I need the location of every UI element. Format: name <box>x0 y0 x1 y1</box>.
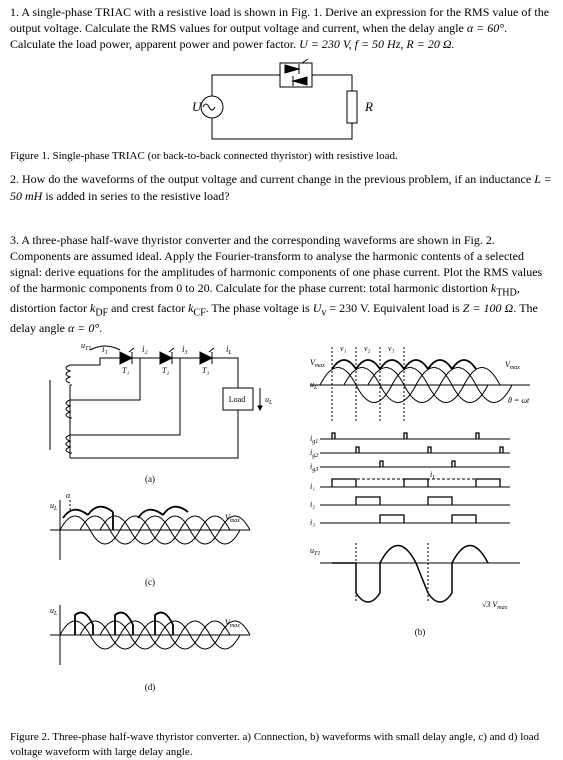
q2-text-a: 2. How do the waveforms of the output vo… <box>10 172 534 186</box>
fig2-label-d: (d) <box>145 682 156 692</box>
fig2-b-v1: v₁ <box>340 344 347 353</box>
fig2-i3: i₃ <box>182 344 188 354</box>
fig2-d-uL: uL <box>50 606 58 617</box>
figure-1-svg: U R <box>152 57 412 147</box>
fig2-c-vmax: Vmax <box>225 513 240 524</box>
fig2-T3: T₃ <box>202 366 209 375</box>
fig2-b-v3: v₃ <box>388 344 395 353</box>
fig2-label-b: (b) <box>415 627 426 637</box>
fig2-i1: i₁ <box>102 344 108 354</box>
fig2-label-a: (a) <box>145 474 155 484</box>
fig2-uL: uL <box>265 395 273 406</box>
fig2-d-vmax: Vmax <box>225 618 240 629</box>
fig2-b-iL: iL <box>430 470 436 481</box>
fig2-b-uT1: uT1 <box>310 546 320 557</box>
fig2-b-theta: θ = ωt <box>508 396 530 405</box>
fig2-c-alpha: α <box>66 491 71 500</box>
q3-Uv-val: = 230 V. Equivalent load is <box>326 301 462 315</box>
fig2-b-vmax2: Vmax <box>505 360 520 371</box>
fig2-iL: iL <box>226 344 233 356</box>
q3-alpha: α = 0° <box>68 321 99 335</box>
fig1-r-label: R <box>364 99 373 114</box>
question-1-text: 1. A single-phase TRIAC with a resistive… <box>10 4 553 53</box>
fig2-b-uL: uL <box>310 380 318 391</box>
fig2-b-v2: v₂ <box>364 344 371 353</box>
figure-2-caption: Figure 2. Three-phase half-wave thyristo… <box>10 730 553 760</box>
fig2-i2: i₂ <box>142 344 148 354</box>
fig2-b-i1: i₁ <box>310 482 315 491</box>
fig2-c-uL: uL <box>50 501 58 512</box>
q1-params: U = 230 V, f = 50 Hz, R = 20 Ω. <box>299 37 454 51</box>
fig2-T1: T₁ <box>122 366 129 375</box>
q3-text-d: . The phase voltage is <box>206 301 313 315</box>
q2-text-b: is added in series to the resistive load… <box>42 189 229 203</box>
fig2-b-ig2: ig2 <box>310 448 318 459</box>
figure-1-caption: Figure 1. Single-phase TRIAC (or back-to… <box>10 149 553 164</box>
fig2-b-sqrt3V: √3 Vmax <box>482 600 508 611</box>
question-2-text: 2. How do the waveforms of the output vo… <box>10 171 553 203</box>
q1-alpha: α = 60° <box>467 21 504 35</box>
fig2-uT1-a: uT1 <box>81 341 91 352</box>
fig1-u-label: U <box>192 99 203 114</box>
fig2-label-c: (c) <box>145 577 155 587</box>
fig2-b-i2: i₂ <box>310 500 315 509</box>
fig2-load-label: Load <box>229 395 245 404</box>
fig2-T2: T₂ <box>162 366 169 375</box>
q3-text-a: 3. A three-phase half-wave thyristor con… <box>10 233 542 296</box>
q3-kCF-sub: CF <box>193 308 205 319</box>
figure-1: U R <box>10 57 553 147</box>
q3-kTHD-sub: THD <box>496 288 517 299</box>
figure-2-svg: Load i₁ i₂ i₃ iL T₁ T₂ T₃ uT1 uL (a) uL <box>10 340 550 730</box>
q3-text-c: and crest factor <box>108 301 188 315</box>
fig2-b-vmax: Vmax <box>310 358 325 369</box>
fig2-b-ig3: ig3 <box>310 462 318 473</box>
q3-kDF-sub: DF <box>95 308 108 319</box>
fig2-b-i3: i₃ <box>310 518 315 527</box>
question-3-text: 3. A three-phase half-wave thyristor con… <box>10 232 553 337</box>
fig2-b-ig1: ig1 <box>310 434 318 445</box>
q3-Z: Z = 100 Ω <box>463 301 513 315</box>
figure-2: Load i₁ i₂ i₃ iL T₁ T₂ T₃ uT1 uL (a) uL <box>10 340 553 730</box>
